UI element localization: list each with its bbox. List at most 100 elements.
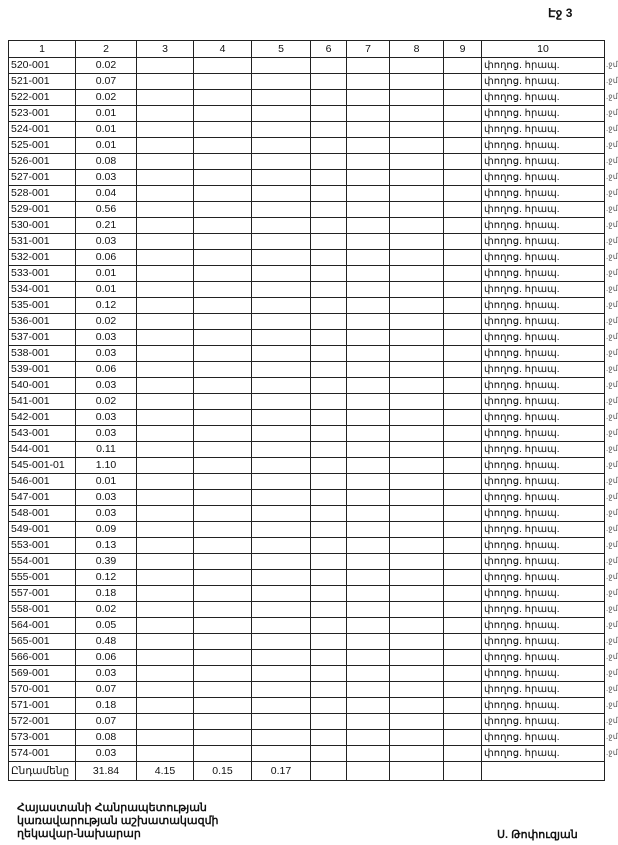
empty-cell [443, 409, 482, 426]
total-value [389, 761, 444, 781]
empty-cell [443, 153, 482, 170]
empty-cell [193, 473, 252, 490]
table-row: 521-001 0.07 փողոց. հրապ. [8, 73, 605, 90]
purpose-cell: փողոց. հրապ. [481, 457, 605, 474]
parcel-code: 543-001 [8, 425, 76, 442]
parcel-code: 532-001 [8, 249, 76, 266]
table-row: 524-001 0.01 փողոց. հրապ. [8, 121, 605, 138]
margin-mark: .ջմ [606, 716, 618, 725]
empty-cell [346, 201, 390, 218]
empty-cell [389, 537, 444, 554]
empty-cell [346, 521, 390, 538]
empty-cell [443, 313, 482, 330]
empty-cell [193, 393, 252, 410]
purpose-cell: փողոց. հրապ. [481, 313, 605, 330]
total-value: 0.17 [251, 761, 311, 781]
margin-mark: .ջմ [606, 524, 618, 533]
empty-cell [443, 233, 482, 250]
empty-cell [193, 505, 252, 522]
area-value: 0.01 [75, 281, 137, 298]
margin-mark: .ջմ [606, 700, 618, 709]
parcel-code: 564-001 [8, 617, 76, 634]
empty-cell [346, 377, 390, 394]
empty-cell [346, 681, 390, 698]
empty-cell [310, 457, 347, 474]
empty-cell [310, 441, 347, 458]
parcel-code: 534-001 [8, 281, 76, 298]
empty-cell [346, 649, 390, 666]
empty-cell [346, 633, 390, 650]
table-row: 527-001 0.03 փողոց. հրապ. [8, 169, 605, 186]
empty-cell [251, 377, 311, 394]
empty-cell [136, 329, 194, 346]
empty-cell [251, 89, 311, 106]
table-row: 571-001 0.18 փողոց. հրապ. [8, 697, 605, 714]
empty-cell [389, 457, 444, 474]
empty-cell [443, 505, 482, 522]
empty-cell [193, 105, 252, 122]
empty-cell [389, 249, 444, 266]
empty-cell [389, 361, 444, 378]
margin-mark: .ջմ [606, 508, 618, 517]
empty-cell [193, 537, 252, 554]
empty-cell [310, 521, 347, 538]
empty-cell [389, 217, 444, 234]
area-value: 0.03 [75, 169, 137, 186]
empty-cell [193, 297, 252, 314]
empty-cell [389, 633, 444, 650]
margin-mark: .ջմ [606, 332, 618, 341]
empty-cell [251, 569, 311, 586]
empty-cell [193, 745, 252, 762]
empty-cell [310, 713, 347, 730]
empty-cell [346, 537, 390, 554]
empty-cell [193, 521, 252, 538]
purpose-cell: փողոց. հրապ. [481, 553, 605, 570]
table-row: 566-001 0.06 փողոց. հրապ. [8, 649, 605, 666]
column-header: 5 [251, 40, 311, 58]
area-value: 0.05 [75, 617, 137, 634]
empty-cell [310, 137, 347, 154]
empty-cell [389, 441, 444, 458]
empty-cell [443, 729, 482, 746]
empty-cell [310, 201, 347, 218]
area-value: 0.12 [75, 569, 137, 586]
empty-cell [193, 329, 252, 346]
empty-cell [136, 73, 194, 90]
table-row: 573-001 0.08 փողոց. հրապ. [8, 729, 605, 746]
parcel-code: 574-001 [8, 745, 76, 762]
column-header: 1 [8, 40, 76, 58]
empty-cell [251, 361, 311, 378]
empty-cell [346, 281, 390, 298]
area-value: 0.03 [75, 425, 137, 442]
purpose-cell: փողոց. հրապ. [481, 121, 605, 138]
empty-cell [389, 169, 444, 186]
empty-cell [389, 585, 444, 602]
empty-cell [251, 745, 311, 762]
total-value: 4.15 [136, 761, 194, 781]
empty-cell [136, 89, 194, 106]
empty-cell [389, 89, 444, 106]
empty-cell [193, 633, 252, 650]
empty-cell [251, 121, 311, 138]
empty-cell [346, 473, 390, 490]
empty-cell [443, 329, 482, 346]
column-header: 8 [389, 40, 444, 58]
empty-cell [136, 665, 194, 682]
empty-cell [251, 425, 311, 442]
parcel-code: 572-001 [8, 713, 76, 730]
empty-cell [310, 57, 347, 74]
empty-cell [251, 313, 311, 330]
empty-cell [389, 745, 444, 762]
empty-cell [310, 633, 347, 650]
parcel-code: 565-001 [8, 633, 76, 650]
empty-cell [193, 713, 252, 730]
empty-cell [346, 505, 390, 522]
empty-cell [310, 665, 347, 682]
table-row: 520-001 0.02 փողոց. հրապ. [8, 57, 605, 74]
empty-cell [389, 473, 444, 490]
parcel-code: 530-001 [8, 217, 76, 234]
parcel-code: 533-001 [8, 265, 76, 282]
empty-cell [346, 153, 390, 170]
empty-cell [193, 617, 252, 634]
area-value: 0.06 [75, 249, 137, 266]
